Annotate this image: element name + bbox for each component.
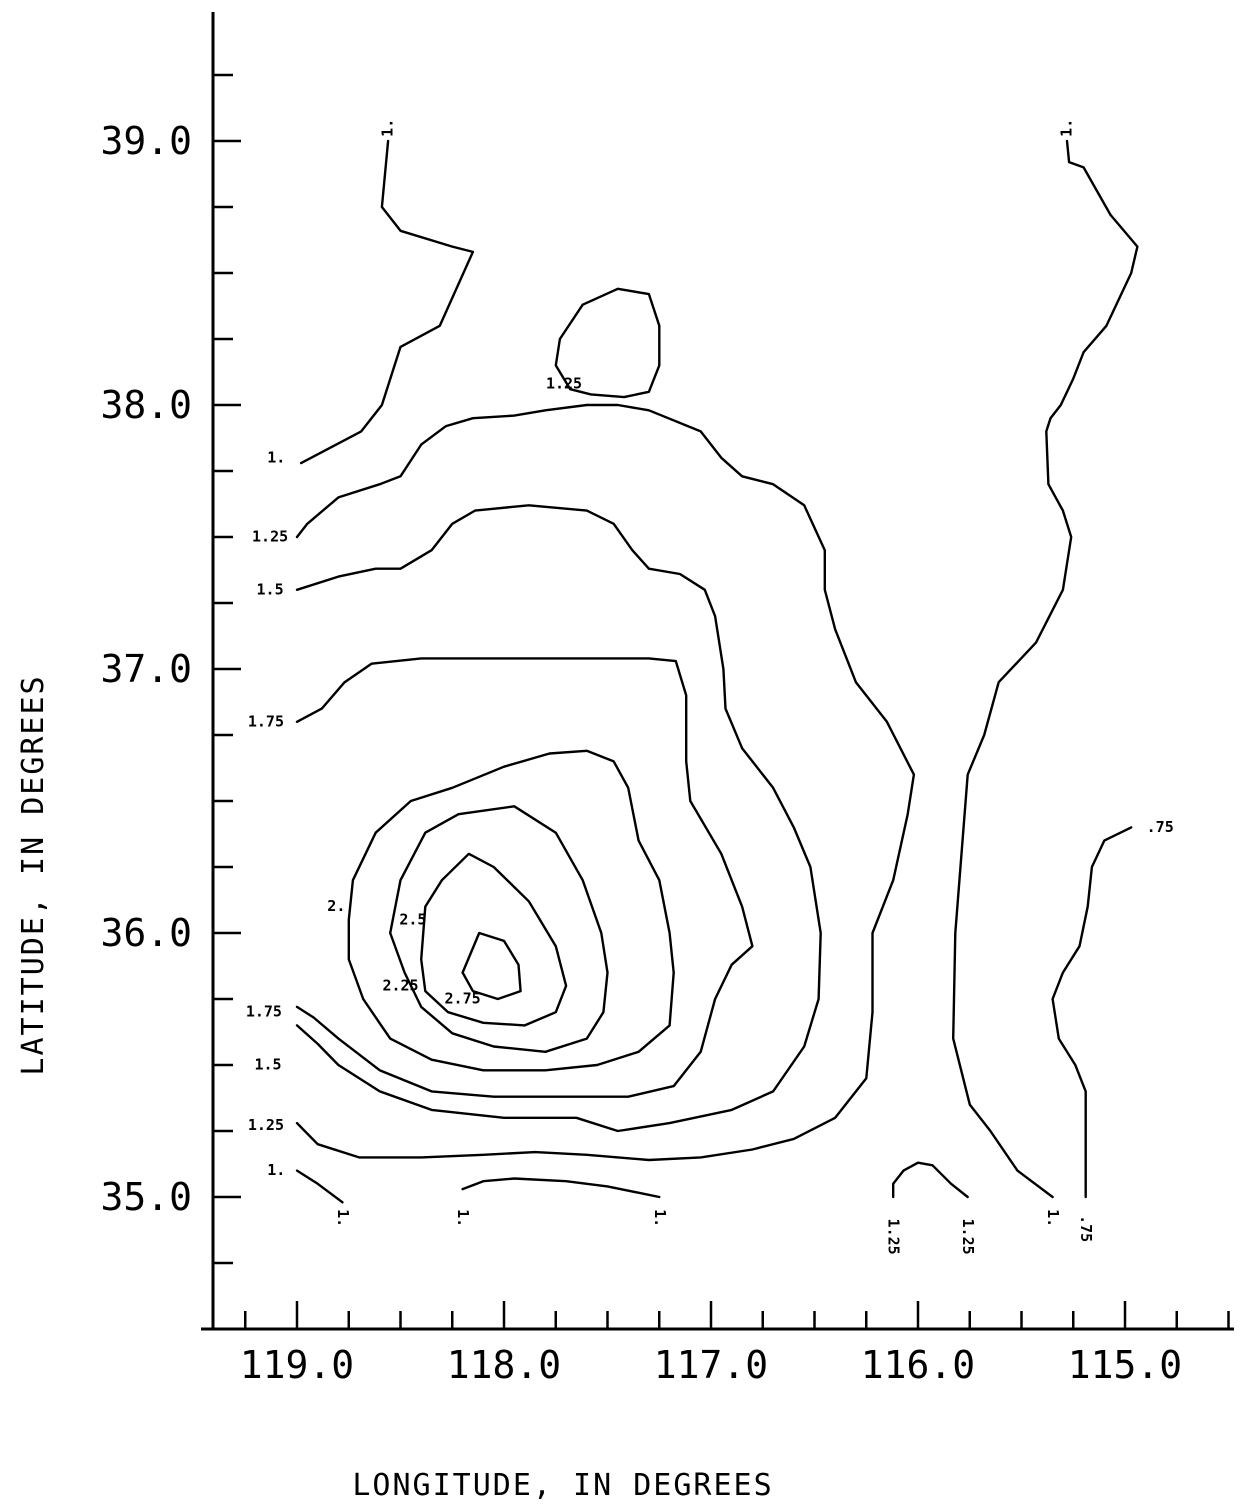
contour-level-label: 1.: [379, 119, 397, 137]
contour-line-1: [952, 139, 1139, 1199]
contour-level-label: 1.: [454, 1209, 472, 1227]
contour-level-label: 1.25: [546, 374, 582, 392]
contour-level-label: 1.25: [959, 1219, 977, 1255]
contour-level-label: 1.: [334, 1209, 352, 1227]
y-tick-label: 36.0: [100, 911, 192, 955]
contour-level-label: 1.25: [252, 528, 288, 546]
contour-line-1_75: [295, 657, 754, 1098]
y-tick-label: 37.0: [100, 647, 192, 691]
x-tick-label: 117.0: [654, 1343, 768, 1387]
contour-level-label: 1.: [1058, 119, 1076, 137]
contour-level-label: 1.5: [254, 1056, 281, 1074]
contour-level-label: 1.: [267, 448, 285, 466]
x-tick-label: 115.0: [1068, 1343, 1182, 1387]
contour-line-1: [295, 1169, 344, 1204]
contour-level-label: 2.: [327, 897, 345, 915]
x-tick-label: 119.0: [240, 1343, 354, 1387]
x-tick-label: 116.0: [861, 1343, 975, 1387]
contour-level-label: 1.: [651, 1209, 669, 1227]
contour-line-1_25: [892, 1161, 969, 1199]
contour-level-label: 1.75: [248, 712, 284, 730]
contour-level-label: 1.25: [248, 1116, 284, 1134]
contour-labels-group: 1. 1. 1. 1.25 1.25 1.5 1.75 2. 2.5 2.25 2.75 1.75 1.…: [246, 119, 1174, 1255]
contour-line-1_5: [295, 504, 822, 1133]
contour-line-1_25: [295, 403, 916, 1162]
y-tick-label: 39.0: [100, 119, 192, 163]
contour-line-2_25: [389, 805, 609, 1054]
contour-lines-group: [295, 139, 1139, 1204]
x-tick-label: 118.0: [447, 1343, 561, 1387]
axes-group: [201, 12, 1234, 1331]
contour-level-label: 1.: [1044, 1209, 1062, 1227]
contour-line-2_75: [461, 931, 522, 1001]
contour-line-2_5: [420, 852, 568, 1027]
x-axis-title: LONGITUDE, IN DEGREES: [352, 1468, 773, 1503]
contour-level-label: .75: [1077, 1215, 1095, 1242]
contour-line-1: [299, 139, 475, 465]
y-tick-label: 35.0: [100, 1175, 192, 1219]
contour-line-1_25: [554, 287, 661, 399]
contour-line-0_75: [1051, 826, 1133, 1199]
y-tick-label: 38.0: [100, 383, 192, 427]
ticks-group: 35.0 36.0 37.0 38.0 39.0 119.0 118.0 117.0 116.0…: [100, 73, 1230, 1387]
contour-level-label: 2.75: [445, 990, 481, 1008]
contour-level-label: 1.75: [246, 1003, 282, 1021]
contour-level-label: 2.5: [399, 910, 426, 928]
contour-level-label: 1.: [267, 1161, 285, 1179]
contour-line-1: [461, 1177, 661, 1199]
contour-level-label: 1.5: [257, 580, 284, 598]
contour-level-label: 1.25: [885, 1219, 903, 1255]
contour-level-label: 2.25: [382, 976, 418, 994]
y-axis-title: LATITUDE, IN DEGREES: [16, 674, 51, 1075]
contour-line-2: [347, 749, 675, 1072]
contour-level-label: .75: [1147, 818, 1174, 836]
